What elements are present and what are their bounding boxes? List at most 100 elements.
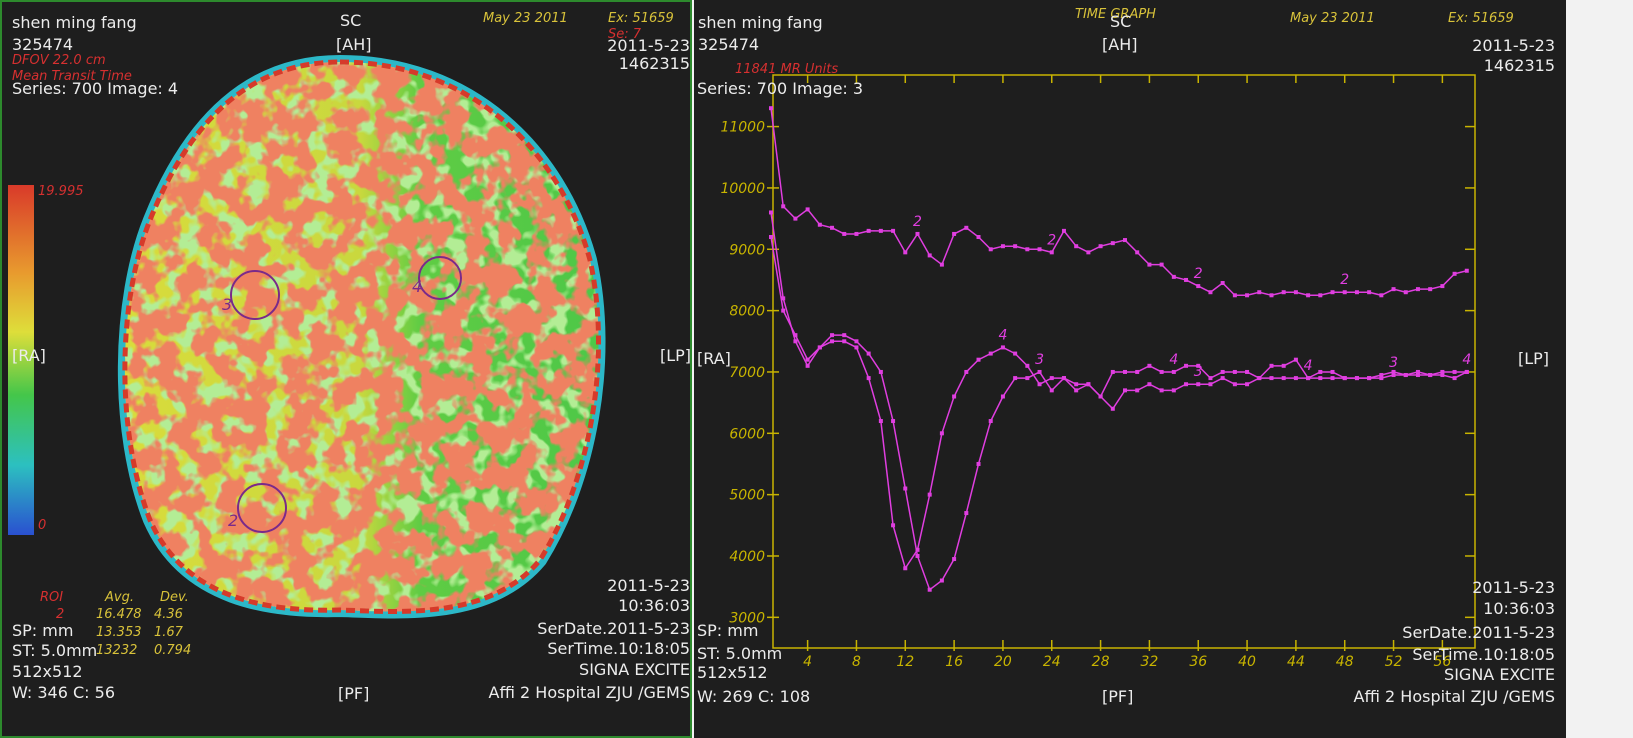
x-tick-label: 8 bbox=[852, 654, 861, 670]
point bbox=[1367, 376, 1371, 380]
point bbox=[1269, 364, 1273, 368]
point bbox=[915, 554, 919, 558]
point bbox=[1208, 376, 1212, 380]
thickness: ST: 5.0mm bbox=[12, 642, 97, 660]
point bbox=[1086, 382, 1090, 386]
point bbox=[1428, 287, 1432, 291]
point bbox=[1038, 247, 1042, 251]
x-tick-label: 52 bbox=[1385, 654, 1403, 670]
point bbox=[1294, 358, 1298, 362]
point bbox=[1123, 238, 1127, 242]
series-label: 4 bbox=[998, 327, 1007, 343]
hospital: Affi 2 Hospital ZJU /GEMS bbox=[489, 684, 690, 702]
point bbox=[1111, 241, 1115, 245]
point bbox=[1013, 376, 1017, 380]
x-tick-label: 12 bbox=[896, 654, 914, 670]
point bbox=[1172, 388, 1176, 392]
orientation-right: [LP] bbox=[1518, 350, 1549, 368]
point bbox=[818, 345, 822, 349]
series-label: 4 bbox=[1169, 352, 1178, 368]
point bbox=[1331, 370, 1335, 374]
point bbox=[867, 376, 871, 380]
colorbar-max: 19.995 bbox=[38, 183, 84, 201]
roi-label: 3 bbox=[222, 296, 232, 314]
y-tick-label: 4000 bbox=[729, 549, 765, 565]
x-tick-label: 44 bbox=[1287, 654, 1305, 670]
point bbox=[989, 247, 993, 251]
point bbox=[1086, 250, 1090, 254]
point bbox=[1050, 250, 1054, 254]
point bbox=[1331, 290, 1335, 294]
point bbox=[1135, 250, 1139, 254]
point bbox=[1233, 382, 1237, 386]
plane: SC bbox=[1110, 13, 1131, 31]
point bbox=[1013, 244, 1017, 248]
roi-header: ROI bbox=[40, 589, 63, 607]
acq-date: 2011-5-23 bbox=[607, 577, 690, 595]
point bbox=[1184, 382, 1188, 386]
point bbox=[867, 352, 871, 356]
point bbox=[806, 364, 810, 368]
point bbox=[1062, 376, 1066, 380]
point bbox=[842, 232, 846, 236]
point bbox=[879, 419, 883, 423]
point bbox=[1245, 370, 1249, 374]
ser-time: SerTime.10:18:05 bbox=[547, 640, 690, 658]
point bbox=[915, 232, 919, 236]
ser-date: SerDate.2011-5-23 bbox=[537, 620, 690, 638]
point bbox=[1245, 382, 1249, 386]
point bbox=[1184, 364, 1188, 368]
series-label: 3 bbox=[1389, 355, 1398, 371]
point bbox=[1050, 376, 1054, 380]
date: May 23 2011 bbox=[1290, 10, 1375, 28]
orientation-top: [AH] bbox=[1102, 36, 1137, 54]
x-tick-label: 36 bbox=[1189, 654, 1207, 670]
point bbox=[1111, 407, 1115, 411]
scanner: SIGNA EXCITE bbox=[579, 661, 690, 679]
point bbox=[1147, 263, 1151, 267]
x-tick-label: 28 bbox=[1092, 654, 1110, 670]
point bbox=[781, 309, 785, 313]
point bbox=[1172, 275, 1176, 279]
point bbox=[903, 487, 907, 491]
roi-cell: 16.478 bbox=[96, 606, 142, 624]
point bbox=[1160, 370, 1164, 374]
x-tick-label: 32 bbox=[1140, 654, 1158, 670]
patient-id: 325474 bbox=[698, 36, 759, 54]
y-tick-label: 8000 bbox=[729, 304, 765, 320]
point bbox=[1257, 290, 1261, 294]
y-tick-label: 6000 bbox=[729, 426, 765, 442]
point bbox=[1379, 373, 1383, 377]
point bbox=[1440, 284, 1444, 288]
plot-frame bbox=[773, 75, 1475, 648]
point bbox=[964, 370, 968, 374]
point bbox=[1208, 382, 1212, 386]
point bbox=[1135, 370, 1139, 374]
point bbox=[1038, 370, 1042, 374]
orientation-right: [LP] bbox=[660, 347, 691, 365]
point bbox=[1111, 370, 1115, 374]
roi-cell: 13232 bbox=[96, 642, 137, 660]
point bbox=[1013, 352, 1017, 356]
point bbox=[903, 250, 907, 254]
point bbox=[1453, 376, 1457, 380]
point bbox=[1147, 382, 1151, 386]
x-tick-label: 40 bbox=[1238, 654, 1256, 670]
point bbox=[1282, 364, 1286, 368]
roi-header: Avg. bbox=[105, 589, 134, 607]
point bbox=[1025, 247, 1029, 251]
point bbox=[1196, 284, 1200, 288]
point bbox=[1001, 394, 1005, 398]
point bbox=[769, 235, 773, 239]
series-label: 3 bbox=[1035, 352, 1044, 368]
point bbox=[1221, 281, 1225, 285]
date: May 23 2011 bbox=[483, 10, 568, 28]
x-tick-label: 16 bbox=[945, 654, 963, 670]
thickness: ST: 5.0mm bbox=[697, 645, 782, 663]
series-label: 4 bbox=[1304, 358, 1313, 374]
point bbox=[1404, 373, 1408, 377]
roi-cell: 4.36 bbox=[154, 606, 183, 624]
y-tick-label: 9000 bbox=[729, 242, 765, 258]
y-tick-label: 5000 bbox=[729, 488, 765, 504]
point bbox=[1257, 376, 1261, 380]
